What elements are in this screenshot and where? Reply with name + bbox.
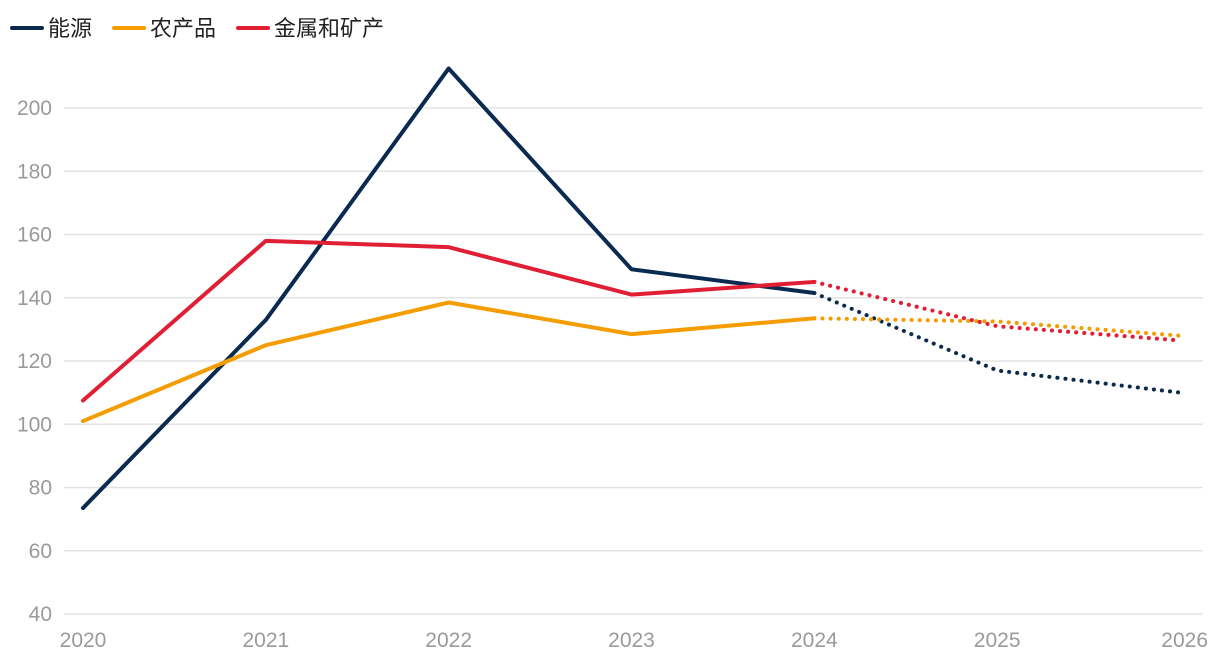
series-line-forecast bbox=[812, 316, 1182, 338]
x-tick-label: 2021 bbox=[242, 629, 289, 652]
series-line-actual bbox=[81, 238, 817, 403]
y-tick-label: 80 bbox=[29, 477, 52, 500]
series-line-forecast bbox=[812, 291, 1182, 395]
x-axis: 2020 2021 2022 2023 2024 2025 2026 bbox=[60, 629, 1208, 652]
y-tick-label: 180 bbox=[17, 160, 52, 183]
series-lines bbox=[81, 66, 1182, 511]
x-tick-label: 2026 bbox=[1161, 629, 1208, 652]
legend-label: 金属和矿产 bbox=[274, 17, 384, 42]
x-tick-label: 2020 bbox=[60, 629, 107, 652]
series-line-actual bbox=[81, 66, 817, 511]
y-tick-label: 140 bbox=[17, 287, 52, 310]
y-tick-label: 160 bbox=[17, 224, 52, 247]
x-tick-label: 2023 bbox=[608, 629, 655, 652]
gridlines bbox=[64, 107, 1203, 615]
x-tick-label: 2025 bbox=[974, 629, 1021, 652]
y-axis: 40 60 80 100 120 140 160 180 200 bbox=[17, 97, 52, 626]
legend: 能源 农产品 金属和矿产 bbox=[10, 17, 384, 42]
y-tick-label: 60 bbox=[29, 540, 52, 563]
series-line-forecast bbox=[812, 279, 1182, 343]
legend-label: 农产品 bbox=[150, 17, 216, 42]
y-tick-label: 200 bbox=[17, 97, 52, 120]
y-tick-label: 40 bbox=[29, 603, 52, 626]
y-tick-label: 120 bbox=[17, 350, 52, 373]
series-line-actual bbox=[81, 300, 817, 424]
x-tick-label: 2022 bbox=[425, 629, 472, 652]
y-tick-label: 100 bbox=[17, 413, 52, 436]
x-tick-label: 2024 bbox=[791, 629, 838, 652]
legend-label: 能源 bbox=[48, 17, 92, 42]
